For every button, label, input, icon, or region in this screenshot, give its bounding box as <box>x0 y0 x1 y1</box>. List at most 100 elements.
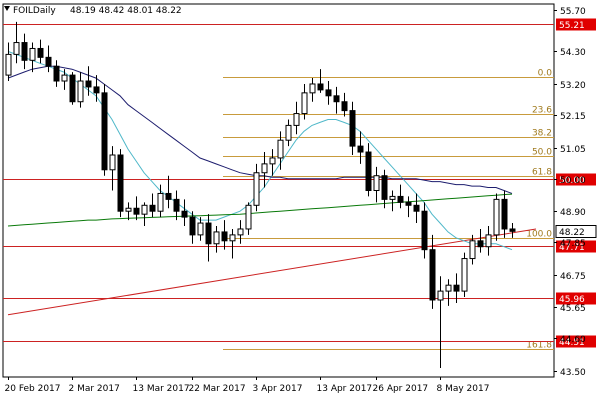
y-tick-label: 44.60 <box>560 335 586 345</box>
candle-up <box>261 163 268 174</box>
y-tick-label: 46.75 <box>560 272 586 282</box>
candle-down <box>317 83 324 91</box>
y-tick-label: 53.20 <box>560 81 586 91</box>
candle-down <box>397 195 404 203</box>
candle-up <box>5 53 12 76</box>
candle-up <box>77 80 84 103</box>
candle-down <box>181 210 188 218</box>
candle-up <box>485 234 492 248</box>
candle-down <box>205 222 212 245</box>
candle-up <box>61 74 68 82</box>
y-tick-label: 45.65 <box>560 304 586 314</box>
trendline <box>7 228 537 316</box>
candle-up <box>229 234 236 242</box>
candle-down <box>429 249 436 301</box>
candle-down <box>221 231 228 242</box>
candle-up <box>13 42 20 55</box>
candle-up <box>109 154 116 171</box>
candle-down <box>477 240 484 248</box>
candle-down <box>189 216 196 236</box>
current-price-label: 48.22 <box>559 228 585 238</box>
level-label: 44.51 <box>559 338 585 348</box>
trendline-group[interactable] <box>7 228 537 316</box>
fib-label: 100.0 <box>526 230 552 240</box>
level-label: 45.96 <box>559 295 585 305</box>
current-price-tag <box>555 225 597 238</box>
level-tag <box>556 292 596 305</box>
candle-down <box>37 47 44 58</box>
x-tick-label: 3 Apr 2017 <box>253 384 303 394</box>
candle-up <box>309 83 316 94</box>
candle-down <box>509 228 516 232</box>
candle-down <box>421 210 428 251</box>
x-tick-label: 22 Mar 2017 <box>189 384 246 394</box>
level-tag <box>556 240 596 253</box>
x-tick-label: 2 Mar 2017 <box>69 384 120 394</box>
candle-down <box>101 92 108 171</box>
y-tick-label: 52.15 <box>560 112 586 122</box>
fib-label: 61.8 <box>532 168 552 178</box>
candle-down <box>21 42 28 61</box>
candle-down <box>349 110 356 147</box>
fib-label: 38.2 <box>532 129 552 139</box>
y-tick-label: 50.00 <box>560 176 586 186</box>
candle-down <box>165 192 172 200</box>
candle-up <box>293 113 300 126</box>
y-tick-label: 43.50 <box>560 368 586 378</box>
candle-down <box>357 145 364 153</box>
candle-up <box>389 195 396 200</box>
candle-down <box>93 86 100 94</box>
candle-up <box>445 284 452 292</box>
symbol-triangle-icon <box>4 6 10 11</box>
chart-header: FOILDaily 48.19 48.42 48.01 48.22 <box>4 6 182 16</box>
y-tick-label: 47.85 <box>560 239 586 249</box>
candle-down <box>149 204 156 212</box>
candle-up <box>437 290 444 301</box>
candle-down <box>133 207 140 215</box>
candle-up <box>157 192 164 212</box>
candle-down <box>333 95 340 103</box>
x-tick-label: 26 Apr 2017 <box>373 384 429 394</box>
y-tick-label: 54.30 <box>560 48 586 58</box>
candle-down <box>341 101 348 112</box>
level-tag <box>556 18 596 31</box>
x-tick-label: 20 Feb 2017 <box>5 384 61 394</box>
x-tick-label: 13 Apr 2017 <box>317 384 373 394</box>
fib-label: 23.6 <box>532 106 552 116</box>
candle-down <box>85 80 92 88</box>
moving-averages <box>7 50 513 251</box>
level-tag <box>556 335 596 348</box>
plot-frame <box>2 3 555 378</box>
ohlc-values: 48.19 48.42 48.01 48.22 <box>70 6 182 16</box>
symbol-name: FOILDaily <box>13 6 56 16</box>
y-tick-label: 55.70 <box>560 7 586 17</box>
candle-up <box>197 222 204 236</box>
candle-up <box>245 204 252 230</box>
level-tag <box>556 173 596 186</box>
candle-down <box>69 74 76 103</box>
x-tick-label: 8 May 2017 <box>437 384 490 394</box>
horizontal-levels[interactable]: 55.21 50.00 47.71 45.96 44.51 <box>3 18 596 349</box>
candle-up <box>269 157 276 165</box>
candle-up <box>301 92 308 115</box>
candle-down <box>501 198 508 230</box>
candle-up <box>469 240 476 260</box>
candle-up <box>493 198 500 236</box>
ma_fast-line <box>7 50 513 251</box>
candle-up <box>253 172 260 206</box>
candle-down <box>173 198 180 212</box>
candle-up <box>285 124 292 141</box>
candle-down <box>45 56 52 67</box>
candle-up <box>277 139 284 159</box>
fib-label: 50.0 <box>532 148 552 158</box>
candle-up <box>237 228 244 236</box>
level-label: 55.21 <box>559 21 585 31</box>
candle-down <box>53 65 60 82</box>
candle-down <box>405 201 412 206</box>
fib-label: 0.0 <box>538 69 553 79</box>
candle-up <box>125 207 132 212</box>
